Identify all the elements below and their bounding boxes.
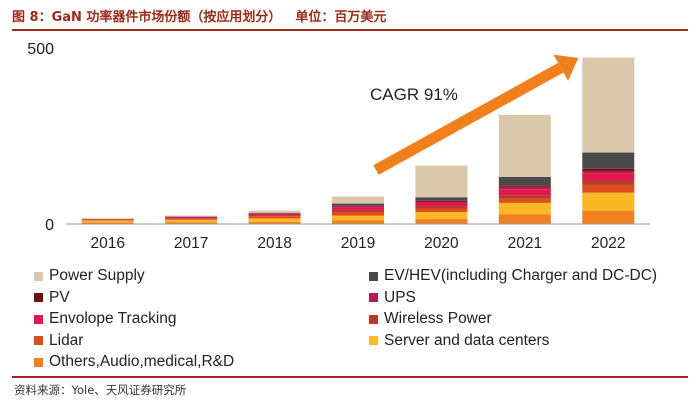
source-note: 资料来源：Yole、天风证券研究所 bbox=[14, 383, 187, 397]
legend-item: Envolope Tracking bbox=[34, 309, 177, 329]
bar-segment-2020-5 bbox=[415, 201, 468, 203]
bar-segment-2021-6 bbox=[498, 185, 551, 187]
legend-label: Envolope Tracking bbox=[49, 310, 177, 327]
bar-segment-2017-3 bbox=[165, 218, 218, 219]
legend-item: EV/HEV(including Charger and DC-DC) bbox=[369, 266, 657, 286]
legend-swatch bbox=[34, 314, 43, 324]
legend-item: UPS bbox=[369, 288, 416, 308]
legend-label: EV/HEV(including Charger and DC-DC) bbox=[384, 267, 658, 284]
bar-segment-2019-3 bbox=[332, 209, 384, 213]
bar-segment-2021-1 bbox=[498, 202, 551, 215]
bar-segment-2021-8 bbox=[498, 114, 551, 177]
legend-swatch bbox=[369, 314, 378, 324]
legend-item: Lidar bbox=[34, 331, 83, 351]
legend-label: Others,Audio,medical,R&D bbox=[49, 353, 235, 370]
legend-item: Others,Audio,medical,R&D bbox=[34, 352, 234, 372]
bar-segment-2018-1 bbox=[248, 218, 301, 222]
legend-label: PV bbox=[49, 288, 70, 306]
bar-segment-2019-8 bbox=[332, 196, 384, 204]
title-bar: 图 8：GaN 功率器件市场份额（按应用划分） 单位：百万美元 bbox=[12, 3, 688, 31]
bar-segment-2021-3 bbox=[498, 195, 551, 199]
x-tick-label-2021: 2021 bbox=[508, 235, 542, 252]
footer-divider bbox=[12, 376, 688, 378]
bar-segment-2022-0 bbox=[582, 210, 635, 224]
chart-title: 图 8：GaN 功率器件市场份额（按应用划分） 单位：百万美元 bbox=[12, 6, 386, 25]
cagr-arrow-shaft bbox=[373, 62, 564, 175]
bar-segment-2020-8 bbox=[415, 165, 468, 198]
bar-segment-2019-2 bbox=[332, 212, 384, 216]
legend-swatch bbox=[34, 336, 43, 345]
bar-segment-2018-2 bbox=[248, 216, 301, 219]
bar-segment-2022-7 bbox=[582, 152, 635, 169]
bar-segment-2022-5 bbox=[582, 170, 635, 174]
bar-segment-2022-8 bbox=[582, 57, 635, 153]
unit-label: 单位：百万美元 bbox=[295, 10, 387, 25]
bar-segment-2018-8 bbox=[248, 210, 301, 213]
x-tick-label-2022: 2022 bbox=[591, 235, 625, 252]
cagr-arrow-head bbox=[553, 54, 579, 81]
bar-segment-2020-0 bbox=[415, 219, 468, 224]
legend-swatch bbox=[34, 293, 43, 302]
bar-segment-2021-0 bbox=[498, 214, 551, 224]
legend-swatch bbox=[369, 271, 378, 281]
bar-segment-2018-4 bbox=[248, 213, 301, 216]
bar-segment-2017-0 bbox=[165, 222, 218, 224]
bar-segment-2016-2 bbox=[81, 219, 134, 221]
bar-segment-2019-1 bbox=[332, 215, 384, 221]
legend-swatch bbox=[34, 357, 43, 367]
legend-label: UPS bbox=[384, 288, 416, 306]
legend-item: Server and data centers bbox=[369, 331, 549, 351]
legend-label: Lidar bbox=[49, 331, 84, 349]
bar-segment-2016-4 bbox=[81, 218, 134, 220]
x-tick-label-2019: 2019 bbox=[341, 235, 375, 252]
x-tick-label-2016: 2016 bbox=[90, 235, 124, 252]
bar-segment-2020-3 bbox=[415, 206, 468, 209]
bar-segment-2019-5 bbox=[332, 206, 384, 208]
bar-segment-2022-3 bbox=[582, 180, 635, 185]
bar-segment-2022-6 bbox=[582, 168, 635, 171]
legend-label: Wireless Power bbox=[384, 310, 492, 327]
bar-segment-2021-5 bbox=[498, 186, 551, 190]
y-tick-label-zero: 0 bbox=[45, 217, 54, 234]
bar-segment-2016-1 bbox=[81, 220, 134, 223]
bar-segment-2018-7 bbox=[248, 212, 301, 214]
bar-segment-2020-4 bbox=[415, 202, 468, 207]
bar-segment-2019-7 bbox=[332, 203, 384, 206]
x-tick-label-2017: 2017 bbox=[174, 235, 208, 252]
legend-swatch bbox=[369, 336, 378, 345]
cagr-annotation: CAGR 91% bbox=[370, 85, 458, 104]
bar-segment-2016-0 bbox=[81, 222, 134, 224]
legend-label: Server and data centers bbox=[384, 331, 550, 349]
bar-segment-2017-8 bbox=[165, 215, 218, 217]
x-tick-label-2018: 2018 bbox=[257, 235, 291, 252]
bar-segment-2020-6 bbox=[415, 200, 468, 202]
bar-segment-2017-2 bbox=[165, 218, 218, 220]
bar-segment-2020-2 bbox=[415, 208, 468, 213]
legend-item: Power Supply bbox=[34, 266, 145, 286]
legend-swatch bbox=[34, 271, 43, 281]
bar-segment-2020-7 bbox=[415, 197, 468, 201]
legend-label: Power Supply bbox=[49, 267, 145, 284]
bar-segment-2022-1 bbox=[582, 192, 635, 211]
bar-segment-2019-0 bbox=[332, 220, 384, 224]
x-tick-label-2020: 2020 bbox=[424, 235, 459, 252]
bar-segment-2022-4 bbox=[582, 173, 635, 180]
legend-swatch bbox=[369, 293, 378, 302]
bar-segment-2020-1 bbox=[415, 212, 468, 220]
bar-segment-2021-4 bbox=[498, 189, 551, 196]
y-tick-label-max: 500 bbox=[27, 41, 54, 58]
title-text: 图 8：GaN 功率器件市场份额（按应用划分） bbox=[12, 10, 282, 25]
legend-item: Wireless Power bbox=[369, 309, 492, 329]
bar-segment-2019-4 bbox=[332, 207, 384, 210]
bar-segment-2018-3 bbox=[248, 215, 301, 217]
bar-segment-2022-2 bbox=[582, 184, 635, 193]
bar-segment-2017-1 bbox=[165, 219, 218, 223]
legend-item: PV bbox=[34, 288, 70, 308]
bar-segment-2017-4 bbox=[165, 216, 218, 219]
bar-segment-2021-7 bbox=[498, 176, 551, 186]
bar-segment-2018-0 bbox=[248, 221, 301, 224]
bar-segment-2021-2 bbox=[498, 198, 551, 203]
